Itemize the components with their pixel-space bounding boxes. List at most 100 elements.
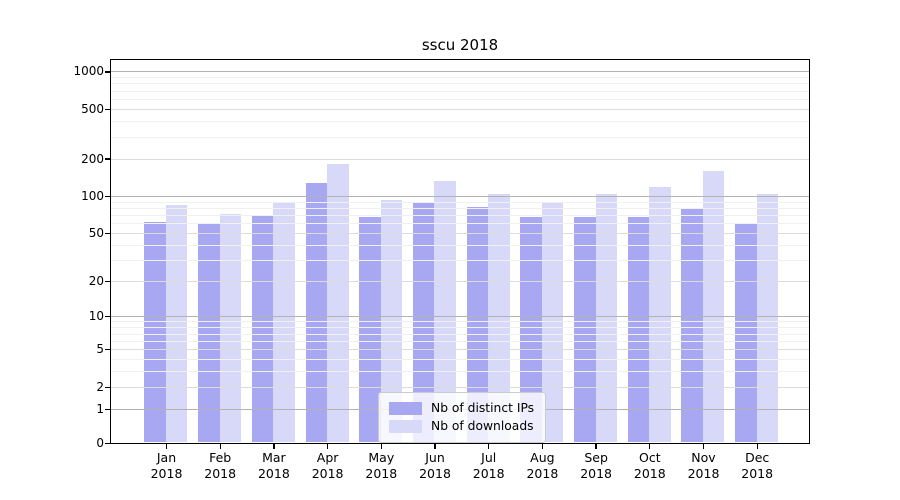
grid-layer bbox=[111, 60, 809, 443]
y-tick-label: 100 bbox=[81, 189, 104, 203]
gridline bbox=[111, 244, 809, 246]
gridline bbox=[111, 207, 809, 209]
y-tick-mark bbox=[105, 71, 110, 73]
gridline bbox=[111, 90, 809, 92]
bar-downloads bbox=[219, 214, 242, 442]
gridline bbox=[111, 108, 809, 110]
bar-distinct-ips bbox=[198, 224, 220, 442]
x-tick-label: Aug 2018 bbox=[526, 450, 559, 481]
y-tick-mark bbox=[105, 158, 110, 160]
y-tick-label: 50 bbox=[88, 226, 104, 241]
bar-downloads bbox=[327, 163, 349, 442]
legend-item-downloads: Nb of downloads bbox=[389, 418, 535, 435]
gridline bbox=[111, 158, 809, 160]
y-tick-mark bbox=[105, 386, 110, 389]
bar-downloads bbox=[165, 205, 188, 442]
gridline bbox=[111, 260, 809, 261]
bar-distinct-ips bbox=[627, 216, 650, 442]
x-tick-label: Mar 2018 bbox=[257, 450, 290, 481]
gridline bbox=[111, 223, 809, 225]
gridline bbox=[111, 136, 809, 138]
x-tick-mark bbox=[434, 444, 436, 449]
x-tick-label: Jan 2018 bbox=[150, 450, 183, 481]
gridline bbox=[111, 371, 809, 373]
gridline bbox=[111, 349, 809, 351]
gridline bbox=[111, 71, 809, 73]
x-tick-mark bbox=[756, 444, 758, 449]
x-tick-mark bbox=[541, 444, 544, 449]
bar-downloads bbox=[595, 194, 617, 442]
gridline bbox=[111, 99, 809, 100]
x-tick-label: Jun 2018 bbox=[419, 450, 451, 481]
gridline bbox=[111, 333, 809, 335]
x-tick-label: Sep 2018 bbox=[580, 450, 612, 481]
gridline bbox=[111, 340, 809, 342]
y-tick-mark bbox=[105, 232, 110, 235]
gridline bbox=[111, 359, 809, 360]
gridline bbox=[111, 233, 809, 234]
legend-swatch-distinct-ips bbox=[389, 402, 422, 415]
plot-area bbox=[110, 59, 810, 444]
legend-swatch-downloads bbox=[389, 420, 422, 433]
x-tick-mark bbox=[702, 444, 705, 449]
y-tick-mark bbox=[105, 108, 110, 111]
gridline bbox=[111, 77, 809, 79]
y-tick-mark bbox=[105, 195, 110, 198]
y-tick-mark bbox=[105, 281, 110, 283]
x-tick-mark bbox=[273, 444, 275, 449]
x-tick-mark bbox=[219, 444, 221, 449]
legend: Nb of distinct IPs Nb of downloads bbox=[378, 392, 546, 443]
bar-downloads bbox=[756, 194, 779, 442]
y-tick-mark bbox=[105, 408, 110, 411]
bar-distinct-ips bbox=[305, 183, 327, 442]
gridline bbox=[111, 201, 809, 203]
chart-title: sscu 2018 bbox=[421, 36, 499, 54]
y-tick-label: 2 bbox=[96, 379, 104, 394]
bar-downloads bbox=[649, 186, 671, 442]
y-tick-label: 1 bbox=[96, 401, 104, 416]
bar-distinct-ips bbox=[735, 223, 757, 442]
x-tick-label: Jul 2018 bbox=[472, 450, 505, 481]
gridline bbox=[111, 321, 809, 323]
legend-item-distinct-ips: Nb of distinct IPs bbox=[389, 400, 535, 417]
y-tick-label: 5 bbox=[96, 342, 104, 357]
y-tick-mark bbox=[105, 349, 110, 351]
bar-distinct-ips bbox=[681, 207, 703, 442]
x-tick-mark bbox=[595, 444, 597, 449]
bar-downloads bbox=[702, 171, 725, 442]
bar-distinct-ips bbox=[574, 216, 596, 442]
bar-distinct-ips bbox=[144, 221, 166, 442]
y-tick-label: 0 bbox=[96, 436, 104, 450]
y-tick-mark bbox=[105, 442, 110, 445]
legend-label-downloads: Nb of downloads bbox=[431, 419, 534, 433]
y-tick-label: 20 bbox=[88, 274, 104, 289]
x-tick-mark bbox=[326, 444, 329, 449]
gridline bbox=[111, 195, 809, 197]
x-tick-mark bbox=[165, 444, 168, 449]
x-tick-label: Oct 2018 bbox=[633, 450, 666, 481]
gridline bbox=[111, 386, 809, 388]
legend-label-distinct-ips: Nb of distinct IPs bbox=[431, 401, 535, 415]
x-tick-mark bbox=[649, 444, 651, 449]
x-tick-label: Feb 2018 bbox=[204, 450, 237, 481]
gridline bbox=[111, 83, 809, 85]
y-tick-label: 500 bbox=[81, 102, 104, 116]
gridline bbox=[111, 121, 809, 122]
gridline bbox=[111, 327, 809, 329]
x-tick-label: Nov 2018 bbox=[687, 450, 720, 481]
bar-distinct-ips bbox=[251, 215, 274, 442]
x-tick-mark bbox=[488, 444, 490, 449]
x-tick-label: May 2018 bbox=[365, 450, 398, 481]
y-tick-mark bbox=[105, 316, 110, 318]
gridline bbox=[111, 215, 809, 216]
bars-layer bbox=[111, 60, 809, 443]
x-tick-mark bbox=[380, 444, 382, 449]
gridline bbox=[111, 316, 809, 318]
bar-downloads bbox=[273, 201, 295, 442]
y-tick-label: 10 bbox=[88, 309, 104, 324]
y-tick-label: 1000 bbox=[73, 64, 104, 79]
y-tick-label: 200 bbox=[81, 151, 104, 166]
x-tick-label: Dec 2018 bbox=[741, 450, 774, 481]
x-tick-label: Apr 2018 bbox=[311, 450, 344, 481]
